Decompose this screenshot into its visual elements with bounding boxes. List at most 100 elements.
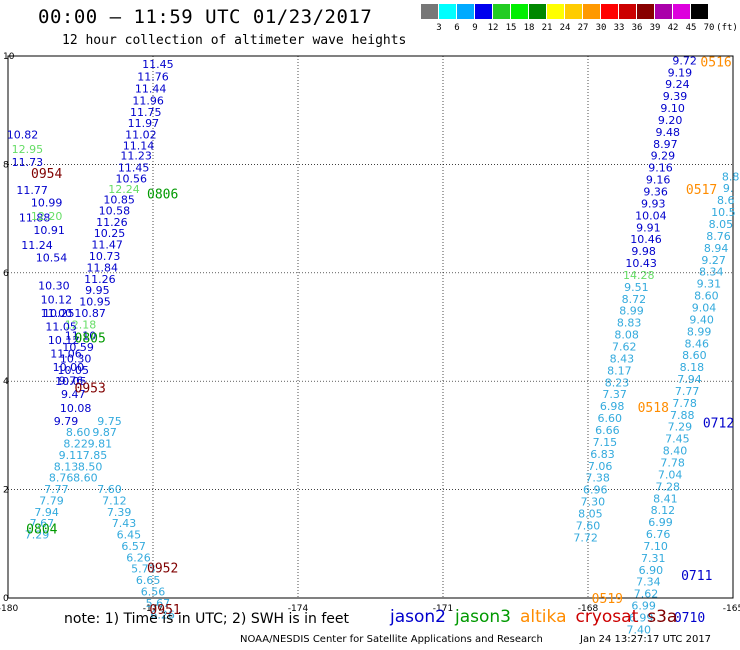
wave-height-label: 11.47	[91, 239, 123, 252]
wave-height-label: 10.56	[116, 172, 148, 185]
color-scale-label: 30	[595, 23, 607, 33]
wave-height-label: 8.72	[622, 293, 647, 306]
color-swatch	[547, 4, 564, 19]
color-swatch	[619, 4, 636, 19]
wave-height-label: 11.14	[123, 139, 155, 152]
wave-height-label: 9.48	[656, 126, 681, 139]
color-scale-label: 24	[559, 23, 571, 33]
y-tick-label: 10	[3, 52, 15, 62]
wave-height-label: 7.29	[25, 529, 50, 542]
wave-height-label: 9.27	[701, 254, 726, 267]
color-swatch	[655, 4, 672, 19]
wave-height-label: 8.76	[706, 230, 731, 243]
wave-height-label: 11.73	[12, 156, 44, 169]
wave-height-label: 9.98	[631, 245, 656, 258]
wave-height-label: 7.06	[588, 460, 613, 473]
color-swatch	[421, 4, 438, 19]
wave-height-label: 7.15	[593, 436, 618, 449]
wave-height-label: 9.93	[641, 197, 666, 210]
x-tick-label: -171	[433, 604, 453, 614]
wave-height-label: 5.67	[146, 597, 171, 610]
wave-height-label: 6.83	[590, 448, 615, 461]
wave-height-label: 11.23	[120, 150, 152, 163]
wave-height-label: 8.97	[653, 138, 678, 151]
wave-height-label: 8.23	[605, 376, 630, 389]
wave-height-label: 9.04	[692, 301, 717, 314]
legend-entry: cryosat	[575, 607, 639, 627]
wave-height-label: 9.31	[697, 278, 722, 291]
wave-height-label: 9.29	[651, 150, 676, 163]
color-scale-label: 33	[613, 23, 625, 33]
x-tick-label: -168	[578, 604, 599, 614]
color-swatch	[583, 4, 600, 19]
wave-height-label: 9.76	[59, 375, 84, 388]
wave-height-label: 10.91	[33, 224, 65, 237]
wave-height-label: 10.73	[89, 250, 121, 263]
wave-height-label: 9.75	[97, 415, 122, 428]
wave-height-label: 8.05	[578, 507, 603, 520]
wave-height-label: 10.05	[55, 375, 87, 388]
wave-height-label: 14.28	[623, 269, 655, 282]
color-swatch	[457, 4, 474, 19]
wave-height-label: 8.8	[722, 170, 740, 183]
wave-height-label: 9.20	[658, 114, 683, 127]
wave-height-label: 10.43	[625, 257, 657, 270]
color-scale-label: 36	[631, 23, 643, 33]
pass-time-label: 0711	[681, 569, 712, 584]
pass-time-label: 0516	[700, 55, 731, 70]
wave-height-label: 10.87	[74, 307, 106, 320]
wave-height-label: 9.11	[59, 449, 84, 462]
wave-height-label: 7.40	[627, 623, 652, 636]
wave-height-label: 9.95	[85, 284, 110, 297]
wave-height-label: 10.82	[7, 129, 39, 142]
wave-height-label: 11.45	[142, 58, 174, 71]
wave-height-label: 11.06	[50, 348, 82, 361]
satellite-legend: jason2 jason3 altika cryosat s3a	[390, 607, 686, 627]
wave-height-label: 9.47	[61, 388, 86, 401]
wave-height-label: 12.95	[12, 143, 44, 156]
footnote: note: 1) Time is in UTC; 2) SWH is in fe…	[64, 611, 350, 627]
color-scale-label: 9	[472, 23, 478, 33]
wave-height-label: 10.46	[630, 233, 662, 246]
color-swatch	[493, 4, 510, 19]
wave-height-label: 7.04	[658, 468, 683, 481]
legend-entry: altika	[520, 607, 567, 627]
pass-time-label: 0805	[75, 331, 106, 346]
color-scale-label: 27	[577, 23, 589, 33]
wave-height-label: 8.94	[704, 242, 729, 255]
wave-height-label: 8.40	[663, 445, 688, 458]
wave-height-label: 7.60	[97, 483, 122, 496]
wave-height-label: 6.98	[600, 400, 625, 413]
wave-height-label: 6.76	[646, 528, 671, 541]
color-scale-label: 15	[505, 23, 517, 33]
color-scale-label: 6	[454, 23, 460, 33]
pass-time-label: 0517	[686, 183, 717, 198]
wave-height-label: 7.79	[39, 494, 64, 507]
wave-height-label: 11.00	[41, 307, 73, 320]
wave-height-label: 5.73	[131, 563, 156, 576]
wave-height-label: 8.60	[73, 472, 98, 485]
color-scale-label: (ft)	[716, 23, 738, 33]
x-tick-label: -177	[143, 604, 163, 614]
color-scale-label: 42	[667, 23, 679, 33]
wave-height-label: 7.37	[602, 388, 627, 401]
y-tick-label: 0	[3, 594, 9, 604]
wave-height-label: 8.60	[66, 426, 91, 439]
wave-height-label: 8.46	[685, 337, 710, 350]
wave-height-label: 8.99	[687, 325, 712, 338]
wave-height-label: 9.79	[54, 415, 79, 428]
wave-height-label: 8.34	[699, 266, 724, 279]
wave-height-label: 7.60	[576, 519, 601, 532]
generated-timestamp: Jan 24 13:27:17 UTC 2017	[580, 634, 712, 645]
wave-height-label: 7.78	[660, 457, 685, 470]
x-tick-label: -174	[288, 604, 309, 614]
x-tick-label: -180	[0, 604, 18, 614]
wave-height-label: 11.96	[132, 94, 164, 107]
wave-height-label: 10.00	[53, 361, 85, 374]
wave-height-label: 7.77	[44, 483, 69, 496]
wave-height-label: 10.08	[60, 402, 92, 415]
wave-height-label: 9.24	[665, 78, 690, 91]
color-scale-label: 70	[703, 23, 715, 33]
x-tick-label: -165	[723, 604, 740, 614]
